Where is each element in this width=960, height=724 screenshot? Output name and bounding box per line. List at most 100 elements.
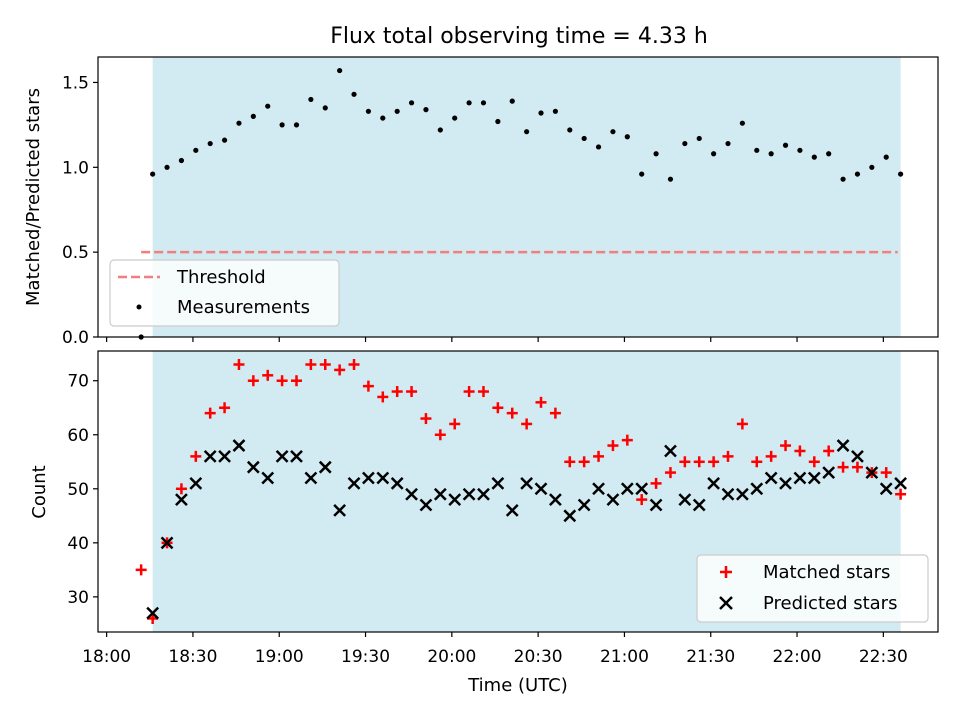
measurement-point <box>524 129 530 135</box>
measurement-point <box>797 147 803 153</box>
matched-stars-legend-swatch <box>720 566 732 578</box>
bottom-plot-marks <box>135 359 907 624</box>
predicted-star-stroke-b <box>146 606 160 620</box>
predicted-star-stroke-b <box>836 439 850 452</box>
predicted-star-point <box>376 471 390 485</box>
measurement-point <box>854 171 861 177</box>
predicted-star-point <box>232 439 246 452</box>
predicted-star-stroke-b <box>491 477 505 490</box>
predicted-star-stroke-b <box>807 471 821 485</box>
top-y-tick-label: 0.0 <box>62 328 89 348</box>
bottom-x-tick-label: 19:00 <box>255 647 304 667</box>
predicted-star-stroke-b <box>721 487 735 501</box>
predicted-star-point <box>448 493 462 506</box>
measurement-point <box>193 147 199 153</box>
matched-star-point <box>348 359 360 371</box>
bottom-y-tick-label: 40 <box>67 534 89 554</box>
predicted-star-stroke-b <box>865 466 879 479</box>
measurement-point <box>840 176 846 182</box>
predicted-star-stroke-b <box>520 477 534 490</box>
predicted-star-point <box>362 471 375 485</box>
predicted-star-stroke-b <box>246 460 260 474</box>
predicted-star-point <box>606 493 620 506</box>
predicted-star-point <box>779 477 792 490</box>
measurement-point <box>308 96 314 103</box>
matched-star-point <box>377 391 389 403</box>
predicted-star-stroke-b <box>261 471 275 485</box>
predicted-star-stroke-b <box>894 477 907 490</box>
predicted-star-stroke-b <box>692 498 706 512</box>
measurement-point <box>826 151 832 157</box>
measurement-point <box>351 91 357 97</box>
predicted-star-point <box>318 460 332 474</box>
predicted-star-point <box>333 504 347 517</box>
matched-star-point <box>765 450 777 462</box>
matched-star-point <box>808 456 820 468</box>
predicted-star-stroke-b <box>750 482 764 496</box>
predicted-star-stroke-b <box>764 471 778 485</box>
measurement-point <box>639 171 645 177</box>
measurement-point <box>423 107 429 113</box>
measurement-point <box>711 151 717 157</box>
matched-star-point <box>708 456 720 468</box>
predicted-star-point <box>261 471 275 485</box>
predicted-star-stroke-b <box>477 487 490 501</box>
matched-star-point <box>290 375 302 387</box>
matched-star-point <box>521 418 533 430</box>
predicted-star-stroke-b <box>822 466 836 479</box>
matched-star-point <box>851 461 863 473</box>
matched-star-point <box>837 461 849 473</box>
measurement-point <box>624 134 630 140</box>
legend-label-matched-stars: Matched stars <box>763 562 890 583</box>
predicted-star-point <box>534 482 548 496</box>
predicted-star-point <box>620 482 634 496</box>
matched-star-point <box>247 375 259 387</box>
predicted-star-stroke-b <box>405 487 418 501</box>
bottom-panel: 30 40 50 60 70 18:00 18:30 19:00 19:30 20:00 20:3… <box>29 350 939 696</box>
predicted-star-stroke-b <box>189 477 203 490</box>
bottom-y-axis: 30 40 50 60 70 <box>67 372 98 608</box>
matched-star-point <box>319 359 331 371</box>
predicted-star-point <box>577 498 591 512</box>
predicted-star-stroke-b <box>620 482 634 496</box>
predicted-star-point <box>678 493 692 506</box>
top-y-tick-label: 0.5 <box>62 243 89 263</box>
predicted-star-point <box>692 498 706 512</box>
predicted-star-point <box>894 477 907 490</box>
top-y-tick-label: 1.5 <box>62 73 89 93</box>
predicted-star-point <box>735 487 749 501</box>
predicted-star-stroke-b <box>390 477 404 490</box>
predicted-star-point <box>635 482 649 496</box>
top-y-tick-label: 1.0 <box>62 158 89 178</box>
measurement-point <box>869 164 875 170</box>
matched-star-point <box>607 440 619 452</box>
predicted-star-stroke-b <box>793 471 807 485</box>
matched-star-point <box>449 418 461 430</box>
predicted-star-point <box>549 493 562 506</box>
predicted-stars-legend-swatch <box>719 596 733 610</box>
measurement-point <box>567 127 573 133</box>
predicted-star-stroke-b <box>275 449 289 463</box>
legend-label-threshold: Threshold <box>176 267 266 288</box>
matched-star-point <box>190 450 202 462</box>
matched-star-point <box>895 488 907 500</box>
predicted-star-stroke-b <box>232 439 246 452</box>
predicted-star-stroke-b <box>635 482 649 496</box>
measurement-point <box>682 140 688 147</box>
measurement-point <box>495 118 501 125</box>
predicted-star-stroke-b <box>160 536 174 550</box>
predicted-star-point <box>764 471 778 485</box>
bottom-y-tick-label: 30 <box>67 588 89 608</box>
matched-star-point <box>135 564 147 576</box>
predicted-star-point <box>419 498 433 512</box>
predicted-star-point <box>290 449 303 463</box>
matched-star-point <box>391 386 403 398</box>
predicted-star-stroke-b <box>290 449 303 463</box>
predicted-star-point <box>836 439 850 452</box>
predicted-star-point <box>750 482 764 496</box>
predicted-star-stroke-b <box>419 498 433 512</box>
matched-star-point <box>736 418 748 430</box>
bottom-x-tick-label: 21:00 <box>600 647 649 667</box>
predicted-star-stroke-b <box>851 449 864 463</box>
